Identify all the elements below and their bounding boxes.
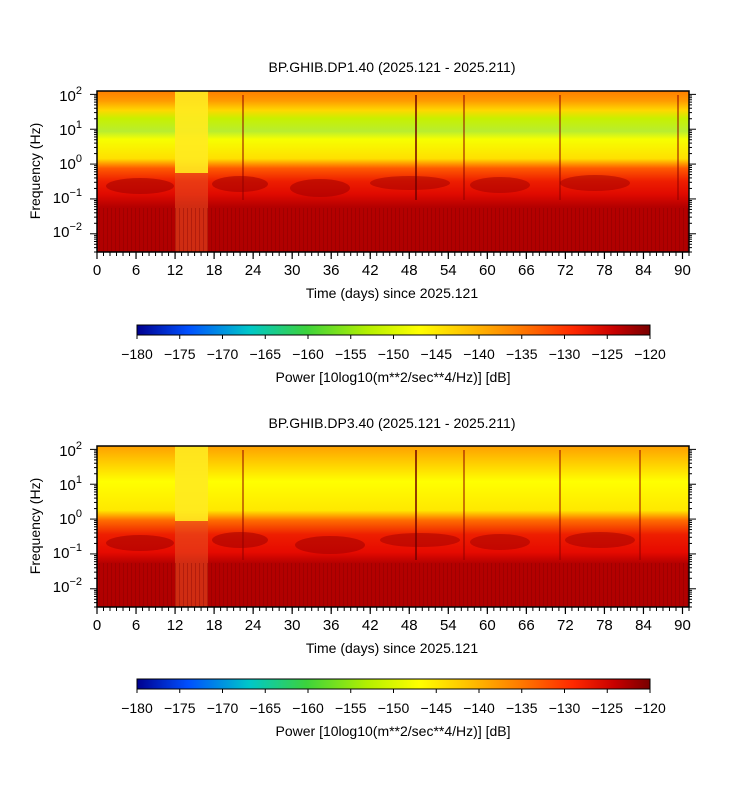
panel-2-xtick-label: 18 (206, 617, 223, 634)
colorbar-tick-label: −175 (164, 700, 196, 716)
panel-2-x-axis: 0 6 12 18 24 30 36 42 48 54 60 66 72 78 84 90 (93, 607, 691, 634)
panel-1-y-axis: 102 101 100 10−1 10−2 Frequency (Hz) (27, 85, 82, 241)
colorbar-1-label: Power [10log10(m**2/sec**4/Hz)] [dB] (276, 369, 511, 385)
panel-1-xtick-label: 72 (557, 262, 574, 279)
panel-2-spectrogram (97, 446, 689, 607)
panel-1-x-axis: 0 6 12 18 24 30 36 42 48 54 60 66 72 78 84 90 (93, 252, 691, 279)
panel-2-xtick-label: 24 (245, 617, 262, 634)
panel-2-ytick-0: 102 (59, 440, 82, 460)
colorbar-tick-label: −160 (292, 700, 324, 716)
panel-2-xtick-label: 72 (557, 617, 574, 634)
colorbar-tick-label: −125 (591, 346, 623, 362)
panel-1-xtick-label: 42 (362, 262, 379, 279)
colorbar-1-ticks: −180 −175 −170 −165 −160 −155 −150 −145 −140 −135… (121, 335, 666, 362)
panel-1-xtick-label: 60 (479, 262, 496, 279)
panel-1-xtick-label: 18 (206, 262, 223, 279)
colorbar-tick-label: −120 (634, 346, 666, 362)
colorbar-2-label: Power [10log10(m**2/sec**4/Hz)] [dB] (276, 723, 511, 739)
panel-1-title: BP.GHIB.DP1.40 (2025.121 - 2025.211) (269, 59, 516, 75)
colorbar-tick-label: −145 (420, 346, 452, 362)
colorbar-tick-label: −160 (292, 346, 324, 362)
colorbar-tick-label: −125 (591, 700, 623, 716)
panel-1-ytick-3: 10−1 (53, 187, 82, 207)
colorbar-tick-label: −135 (506, 346, 538, 362)
colorbar-2-ticks: −180 −175 −170 −165 −160 −155 −150 −145 −140 −135… (121, 689, 666, 716)
colorbar-tick-label: −180 (121, 700, 153, 716)
colorbar-tick-label: −170 (207, 346, 239, 362)
panel-2-xtick-label: 48 (401, 617, 418, 634)
panel-2-xtick-label: 36 (323, 617, 340, 634)
colorbar-1: −180 −175 −170 −165 −160 −155 −150 −145 −140 −135… (121, 324, 666, 385)
panel-2-xtick-label: 90 (674, 617, 691, 634)
panel-2: BP.GHIB.DP3.40 (2025.121 - 2025.211) 102… (27, 415, 691, 656)
panel-1-ytick-0: 102 (59, 85, 82, 105)
colorbar-tick-label: −130 (549, 700, 581, 716)
colorbar-tick-label: −145 (420, 700, 452, 716)
panel-2-xtick-label: 60 (479, 617, 496, 634)
panel-1-xtick-label: 36 (323, 262, 340, 279)
colorbar-2: −180 −175 −170 −165 −160 −155 −150 −145 −140 −135… (121, 678, 666, 739)
colorbar-2-scale (136, 678, 651, 690)
panel-1-xtick-label: 78 (596, 262, 613, 279)
panel-2-xtick-label: 0 (93, 617, 101, 634)
panel-1-xtick-label: 12 (167, 262, 184, 279)
panel-1-xtick-label: 66 (518, 262, 535, 279)
panel-1-xtick-label: 24 (245, 262, 262, 279)
panel-2-y-axis: 102 101 100 10−1 10−2 Frequency (Hz) (27, 440, 82, 596)
colorbar-tick-label: −130 (549, 346, 581, 362)
panel-2-x-label: Time (days) since 2025.121 (306, 640, 478, 656)
colorbar-tick-label: −120 (634, 700, 666, 716)
panel-1-xtick-label: 90 (674, 262, 691, 279)
colorbar-tick-label: −170 (207, 700, 239, 716)
panel-1-xtick-label: 0 (93, 262, 101, 279)
panel-1-y-label: Frequency (Hz) (27, 123, 43, 219)
panel-2-xtick-label: 6 (132, 617, 140, 634)
panel-2-xtick-label: 66 (518, 617, 535, 634)
panel-1-ytick-1: 101 (59, 119, 82, 139)
panel-2-xtick-label: 84 (635, 617, 652, 634)
panel-1-xtick-label: 6 (132, 262, 140, 279)
panel-2-xtick-label: 30 (284, 617, 301, 634)
panel-2-ytick-4: 10−2 (53, 576, 82, 596)
panel-2-xtick-label: 78 (596, 617, 613, 634)
colorbar-tick-label: −180 (121, 346, 153, 362)
colorbar-tick-label: −165 (249, 346, 281, 362)
colorbar-1-scale (136, 324, 651, 336)
panel-2-ytick-2: 100 (59, 508, 82, 528)
panel-2-y-label: Frequency (Hz) (27, 478, 43, 574)
panel-2-xtick-label: 12 (167, 617, 184, 634)
panel-1-xtick-label: 54 (440, 262, 457, 279)
colorbar-tick-label: −140 (463, 700, 495, 716)
panel-1-xtick-label: 30 (284, 262, 301, 279)
colorbar-tick-label: −155 (335, 346, 367, 362)
panel-1-ytick-2: 100 (59, 153, 82, 173)
panel-1-x-label: Time (days) since 2025.121 (306, 285, 478, 301)
panel-2-xtick-label: 54 (440, 617, 457, 634)
panel-1-xtick-label: 48 (401, 262, 418, 279)
colorbar-tick-label: −165 (249, 700, 281, 716)
colorbar-tick-label: −150 (378, 700, 410, 716)
panel-1: BP.GHIB.DP1.40 (2025.121 - 2025.211) 102 (27, 59, 691, 301)
panel-2-ytick-3: 10−1 (53, 542, 82, 562)
panel-2-title: BP.GHIB.DP3.40 (2025.121 - 2025.211) (269, 415, 516, 431)
colorbar-tick-label: −150 (378, 346, 410, 362)
panel-1-spectrogram (97, 91, 689, 252)
panel-2-ytick-1: 101 (59, 474, 82, 494)
colorbar-tick-label: −140 (463, 346, 495, 362)
panel-2-xtick-label: 42 (362, 617, 379, 634)
panel-1-xtick-label: 84 (635, 262, 652, 279)
colorbar-tick-label: −175 (164, 346, 196, 362)
colorbar-tick-label: −135 (506, 700, 538, 716)
panel-1-ytick-4: 10−2 (53, 221, 82, 241)
colorbar-tick-label: −155 (335, 700, 367, 716)
